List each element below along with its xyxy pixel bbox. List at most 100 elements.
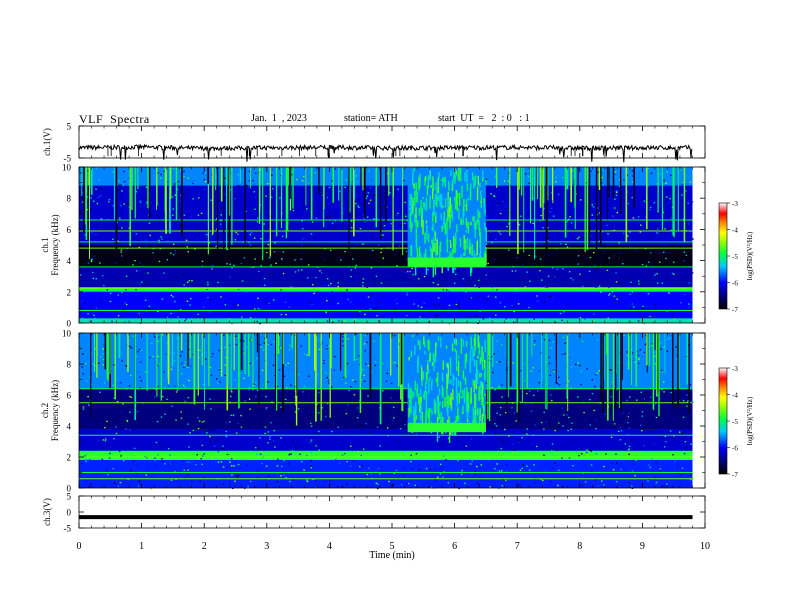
spectrogram-speckle: [126, 237, 129, 239]
spectrogram-speckle: [665, 182, 667, 184]
spectrogram-speckle: [302, 412, 304, 414]
spectrogram-speckle: [217, 382, 219, 384]
spectrogram-speckle: [263, 284, 266, 286]
spectrogram-speckle: [206, 432, 208, 434]
spectrogram-speckle: [501, 485, 504, 487]
spectrogram-speckle: [252, 266, 255, 268]
spectrogram-speckle: [229, 276, 231, 278]
spectrogram-speckle: [129, 411, 131, 413]
spectrogram-speckle: [369, 314, 372, 316]
spectrogram-speckle: [586, 454, 588, 456]
spectrogram-speckle: [619, 179, 621, 181]
spectrogram-speckle: [285, 386, 288, 388]
spectrogram-speckle: [346, 291, 348, 293]
event-texture: [431, 410, 433, 415]
spectrogram-speckle: [596, 213, 599, 216]
event-texture: [438, 172, 440, 179]
spectrogram-speckle: [315, 486, 317, 488]
event-texture: [432, 183, 435, 191]
spectrogram-speckle: [220, 219, 222, 222]
event-texture: [439, 241, 442, 250]
spectrogram-speckle: [205, 401, 208, 403]
spectrogram-speckle: [189, 461, 191, 463]
spectrogram-speckle: [581, 340, 584, 343]
spectrogram-speckle: [164, 426, 166, 428]
spectrogram-speckle: [634, 361, 636, 363]
spectrogram-speckle: [267, 381, 269, 383]
event-texture: [458, 167, 460, 182]
spectrogram-speckle: [91, 257, 93, 259]
spectrogram-speckle: [565, 243, 567, 245]
spectrogram-speckle: [316, 291, 319, 293]
spectrogram-speckle: [689, 479, 692, 481]
spectrogram-speckle: [597, 217, 599, 219]
spectrogram-speckle: [168, 385, 170, 387]
y-tick-label: 8: [67, 194, 72, 204]
spectrogram-speckle: [207, 281, 209, 283]
event-texture: [469, 350, 472, 364]
spectrogram-speckle: [545, 421, 547, 423]
spectrogram-speckle: [356, 181, 359, 183]
spectrogram-speckle: [679, 431, 681, 433]
spectrogram-speckle: [427, 269, 429, 271]
spectrogram-speckle: [455, 303, 458, 306]
spectrogram-speckle: [575, 193, 577, 195]
spectrogram-speckle: [231, 323, 233, 325]
spectrogram-speckle: [362, 448, 365, 450]
spectrogram-speckle: [130, 347, 132, 349]
x-tick-label: 6: [452, 541, 457, 552]
event-texture: [451, 249, 454, 255]
spectrogram-speckle: [318, 449, 320, 451]
spectrogram-speckle: [211, 412, 214, 414]
event-texture: [453, 236, 455, 249]
spectrogram-speckle: [572, 279, 574, 281]
spectrogram-speckle: [603, 250, 606, 253]
spectrogram-speckle: [184, 320, 186, 322]
spectrogram-speckle: [355, 333, 357, 335]
spectrogram-speckle: [561, 353, 564, 356]
spectrogram-speckle: [573, 295, 576, 297]
ch2-spectrogram-ylabel-frequency: Frequency (kHz): [50, 380, 60, 441]
spectrogram-speckle: [554, 276, 556, 278]
spectrogram-speckle: [538, 382, 540, 384]
spectrogram-speckle: [277, 212, 279, 214]
spectrogram-speckle: [312, 423, 314, 425]
spectrogram-speckle: [237, 422, 239, 425]
spectrogram-speckle: [128, 184, 131, 186]
spectrogram-speckle: [141, 264, 144, 267]
event-texture: [422, 371, 424, 380]
spectrogram-speckle: [302, 391, 304, 393]
spectrogram-speckle: [418, 274, 420, 276]
spectrogram-speckle: [216, 228, 218, 230]
spectrogram-speckle: [498, 231, 500, 233]
event-texture: [469, 239, 471, 251]
spectrogram-speckle: [383, 225, 386, 227]
event-texture: [475, 221, 477, 230]
spectrogram-speckle: [485, 215, 488, 217]
ch1-waveform-ylabel: ch.1(V): [42, 128, 52, 156]
spectrogram-speckle: [470, 297, 472, 299]
spectrogram-speckle: [318, 285, 321, 287]
spectrogram-speckle: [90, 259, 93, 261]
spectrogram-speckle: [242, 340, 245, 342]
spectrogram-speckle: [103, 382, 106, 384]
spectrogram-speckle: [596, 339, 599, 341]
spectrogram-speckle: [499, 233, 502, 235]
spectrogram-speckle: [638, 358, 640, 360]
event-texture: [422, 197, 424, 200]
spectrogram-speckle: [362, 305, 364, 307]
spectrogram-speckle: [112, 468, 114, 470]
ch1-spectrogram-ylabel-frequency: Frequency (kHz): [50, 214, 60, 275]
event-texture: [417, 220, 419, 228]
event-texture: [418, 208, 421, 216]
event-texture: [474, 175, 476, 187]
spectrogram-speckle: [260, 394, 263, 396]
spectrogram-speckle: [238, 474, 240, 477]
spectrogram-speckle: [614, 176, 617, 178]
spectrogram-speckle: [107, 205, 109, 207]
spectrogram-speckle: [498, 385, 500, 387]
spectrogram-speckle: [105, 423, 108, 425]
spectrogram-speckle: [510, 211, 512, 214]
spectrogram-speckle: [283, 474, 285, 476]
event-texture: [413, 167, 416, 172]
